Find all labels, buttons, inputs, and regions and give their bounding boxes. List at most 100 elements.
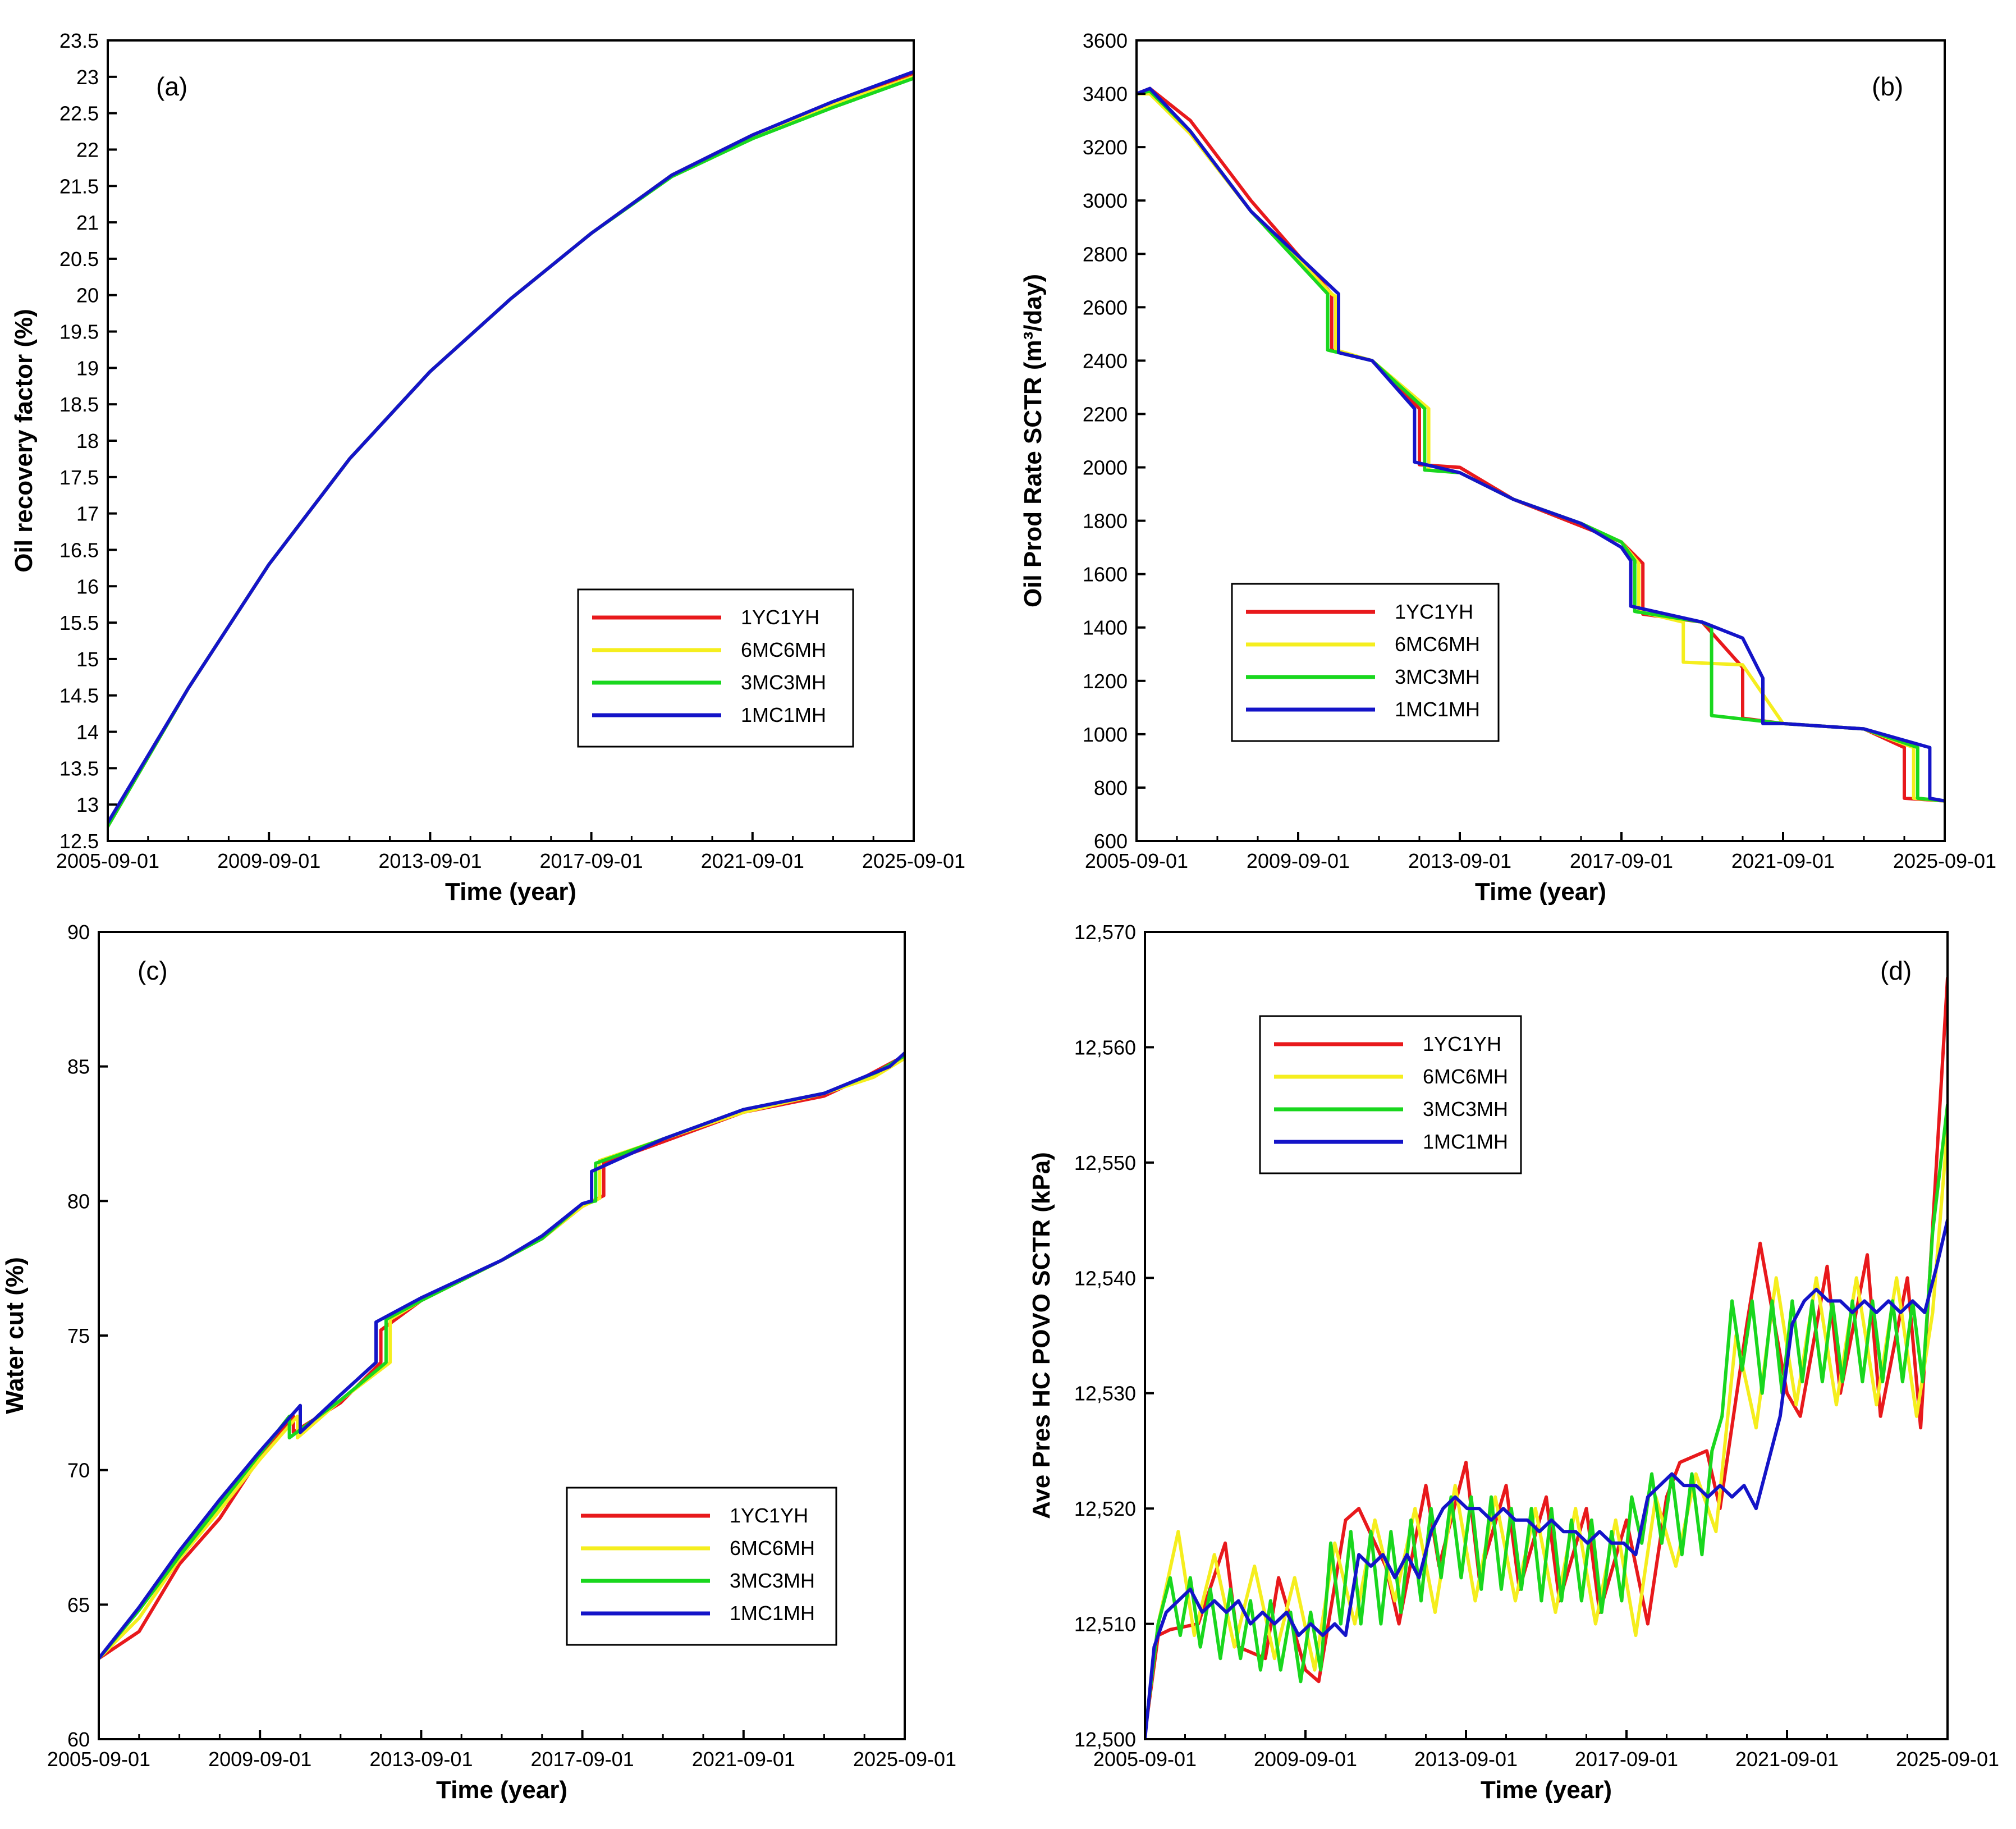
x-tick-label: 2013-09-01 (378, 849, 482, 872)
y-tick-label: 2000 (1083, 456, 1128, 479)
y-tick-label: 20.5 (59, 248, 99, 271)
y-tick-label: 3600 (1083, 29, 1128, 52)
chart-panel-c: 2005-09-01 2009-09-01 2013-09-01 2017-09-01… (1, 921, 956, 1804)
y-tick-label: 16.5 (59, 538, 99, 561)
y-tick-label: 12,540 (1074, 1266, 1136, 1290)
y-tick-label: 23 (76, 66, 99, 89)
y-tick-label: 80 (67, 1190, 90, 1213)
legend: 1YC1YH 6MC6MH 3MC3MH 1MC1MH (566, 1487, 837, 1646)
x-tick-label: 2009-09-01 (208, 1748, 311, 1771)
chart-panel-a: 2005-09-01 2009-09-01 2013-09-01 2017-09-01… (10, 29, 965, 906)
y-tick-label: 13 (76, 793, 99, 816)
y-tick-label: 1800 (1083, 510, 1128, 533)
x-tick-label: 2013-09-01 (1408, 849, 1511, 872)
x-tick-label: 2009-09-01 (1254, 1748, 1357, 1771)
y-tick-label: 14.5 (59, 684, 99, 707)
legend: 1YC1YH 6MC6MH 3MC3MH 1MC1MH (1259, 1015, 1522, 1174)
y-tick-label: 2200 (1083, 403, 1128, 426)
chart-panel-b: 2005-09-01 2009-09-01 2013-09-01 2017-09-01… (1019, 29, 1996, 906)
legend-label-6MC6MH: 6MC6MH (730, 1537, 815, 1560)
y-tick-label: 75 (67, 1324, 90, 1347)
y-tick-label: 20 (76, 284, 99, 307)
chart-panel-d: 2005-09-01 2009-09-01 2013-09-01 2017-09-01… (1028, 921, 1999, 1804)
legend-label-3MC3MH: 3MC3MH (730, 1569, 815, 1592)
legend-label-6MC6MH: 6MC6MH (741, 638, 826, 661)
x-tick-label: 2025-09-01 (1896, 1748, 1999, 1771)
legend-label-1YC1YH: 1YC1YH (741, 606, 819, 629)
y-tick-label: 12,530 (1074, 1382, 1136, 1405)
x-axis-title: Time (year) (436, 1776, 567, 1804)
y-tick-label: 800 (1094, 776, 1128, 799)
x-tick-label: 2009-09-01 (217, 849, 320, 872)
y-tick-label: 18 (76, 429, 99, 452)
legend-label-1YC1YH: 1YC1YH (1395, 600, 1473, 623)
x-tick-label: 2017-09-01 (1575, 1748, 1678, 1771)
y-tick-label: 3200 (1083, 136, 1128, 159)
y-tick-label: 3400 (1083, 83, 1128, 106)
y-tick-label: 12,570 (1074, 921, 1136, 944)
y-tick-label: 2800 (1083, 243, 1128, 266)
legend-label-1YC1YH: 1YC1YH (730, 1504, 808, 1527)
y-tick-label: 85 (67, 1055, 90, 1078)
y-axis-title: Ave Pres HC POVO SCTR (kPa) (1028, 1152, 1055, 1519)
series-line-1MC1MH (1137, 86, 1945, 803)
legend-label-3MC3MH: 3MC3MH (741, 671, 826, 694)
y-tick-label: 1400 (1083, 616, 1128, 639)
legend-label-1MC1MH: 1MC1MH (1423, 1130, 1508, 1153)
x-tick-label: 2017-09-01 (531, 1748, 634, 1771)
x-tick-label: 2021-09-01 (692, 1748, 795, 1771)
y-tick-label: 1200 (1083, 670, 1128, 693)
x-axis-title: Time (year) (1475, 878, 1606, 906)
x-tick-label: 2005-09-01 (1093, 1748, 1197, 1771)
series-line-1YC1YH (1145, 976, 1948, 1735)
series-group (1137, 86, 1945, 803)
y-tick-label: 1600 (1083, 563, 1128, 586)
y-tick-label: 12,550 (1074, 1151, 1136, 1174)
y-tick-label: 12.5 (59, 830, 99, 853)
y-tick-label: 70 (67, 1459, 90, 1482)
y-tick-label: 60 (67, 1728, 90, 1751)
x-tick-label: 2017-09-01 (1570, 849, 1673, 872)
x-tick-label: 2025-09-01 (862, 849, 965, 872)
y-tick-label: 21 (76, 211, 99, 234)
y-axis-title: Oil recovery factor (%) (10, 309, 38, 573)
legend-label-1MC1MH: 1MC1MH (1395, 698, 1480, 721)
x-axis-title: Time (year) (445, 878, 576, 906)
y-tick-label: 12,560 (1074, 1036, 1136, 1059)
y-tick-label: 12,500 (1074, 1728, 1136, 1751)
y-tick-label: 15 (76, 648, 99, 671)
series-group (1145, 976, 1948, 1739)
y-tick-label: 90 (67, 921, 90, 944)
legend-label-3MC3MH: 3MC3MH (1423, 1098, 1508, 1121)
series-line-1MC1MH (108, 70, 914, 825)
legend-label-3MC3MH: 3MC3MH (1395, 665, 1480, 688)
y-tick-label: 12,520 (1074, 1497, 1136, 1520)
legend-label-6MC6MH: 6MC6MH (1423, 1065, 1508, 1088)
x-tick-label: 2021-09-01 (1735, 1748, 1839, 1771)
y-tick-label: 21.5 (59, 175, 99, 198)
x-tick-label: 2025-09-01 (1893, 849, 1996, 872)
y-tick-label: 23.5 (59, 29, 99, 52)
legend-label-6MC6MH: 6MC6MH (1395, 633, 1480, 656)
series-line-3MC3MH (1145, 1103, 1948, 1735)
y-tick-label: 14 (76, 721, 99, 744)
legend-label-1MC1MH: 1MC1MH (730, 1602, 815, 1625)
y-tick-label: 600 (1094, 830, 1128, 853)
x-tick-label: 2013-09-01 (369, 1748, 473, 1771)
y-tick-label: 22 (76, 138, 99, 161)
panel-label: (d) (1880, 956, 1912, 985)
y-tick-label: 12,510 (1074, 1613, 1136, 1636)
y-tick-label: 22.5 (59, 102, 99, 125)
legend-label-1MC1MH: 1MC1MH (741, 703, 826, 726)
y-tick-label: 1000 (1083, 723, 1128, 746)
y-tick-label: 17 (76, 502, 99, 525)
x-tick-label: 2009-09-01 (1247, 849, 1350, 872)
x-tick-label: 2021-09-01 (1731, 849, 1835, 872)
series-group (108, 70, 914, 829)
legend: 1YC1YH 6MC6MH 3MC3MH 1MC1MH (577, 588, 854, 748)
x-tick-label: 2021-09-01 (701, 849, 804, 872)
y-tick-label: 65 (67, 1593, 90, 1616)
x-tick-label: 2025-09-01 (853, 1748, 956, 1771)
